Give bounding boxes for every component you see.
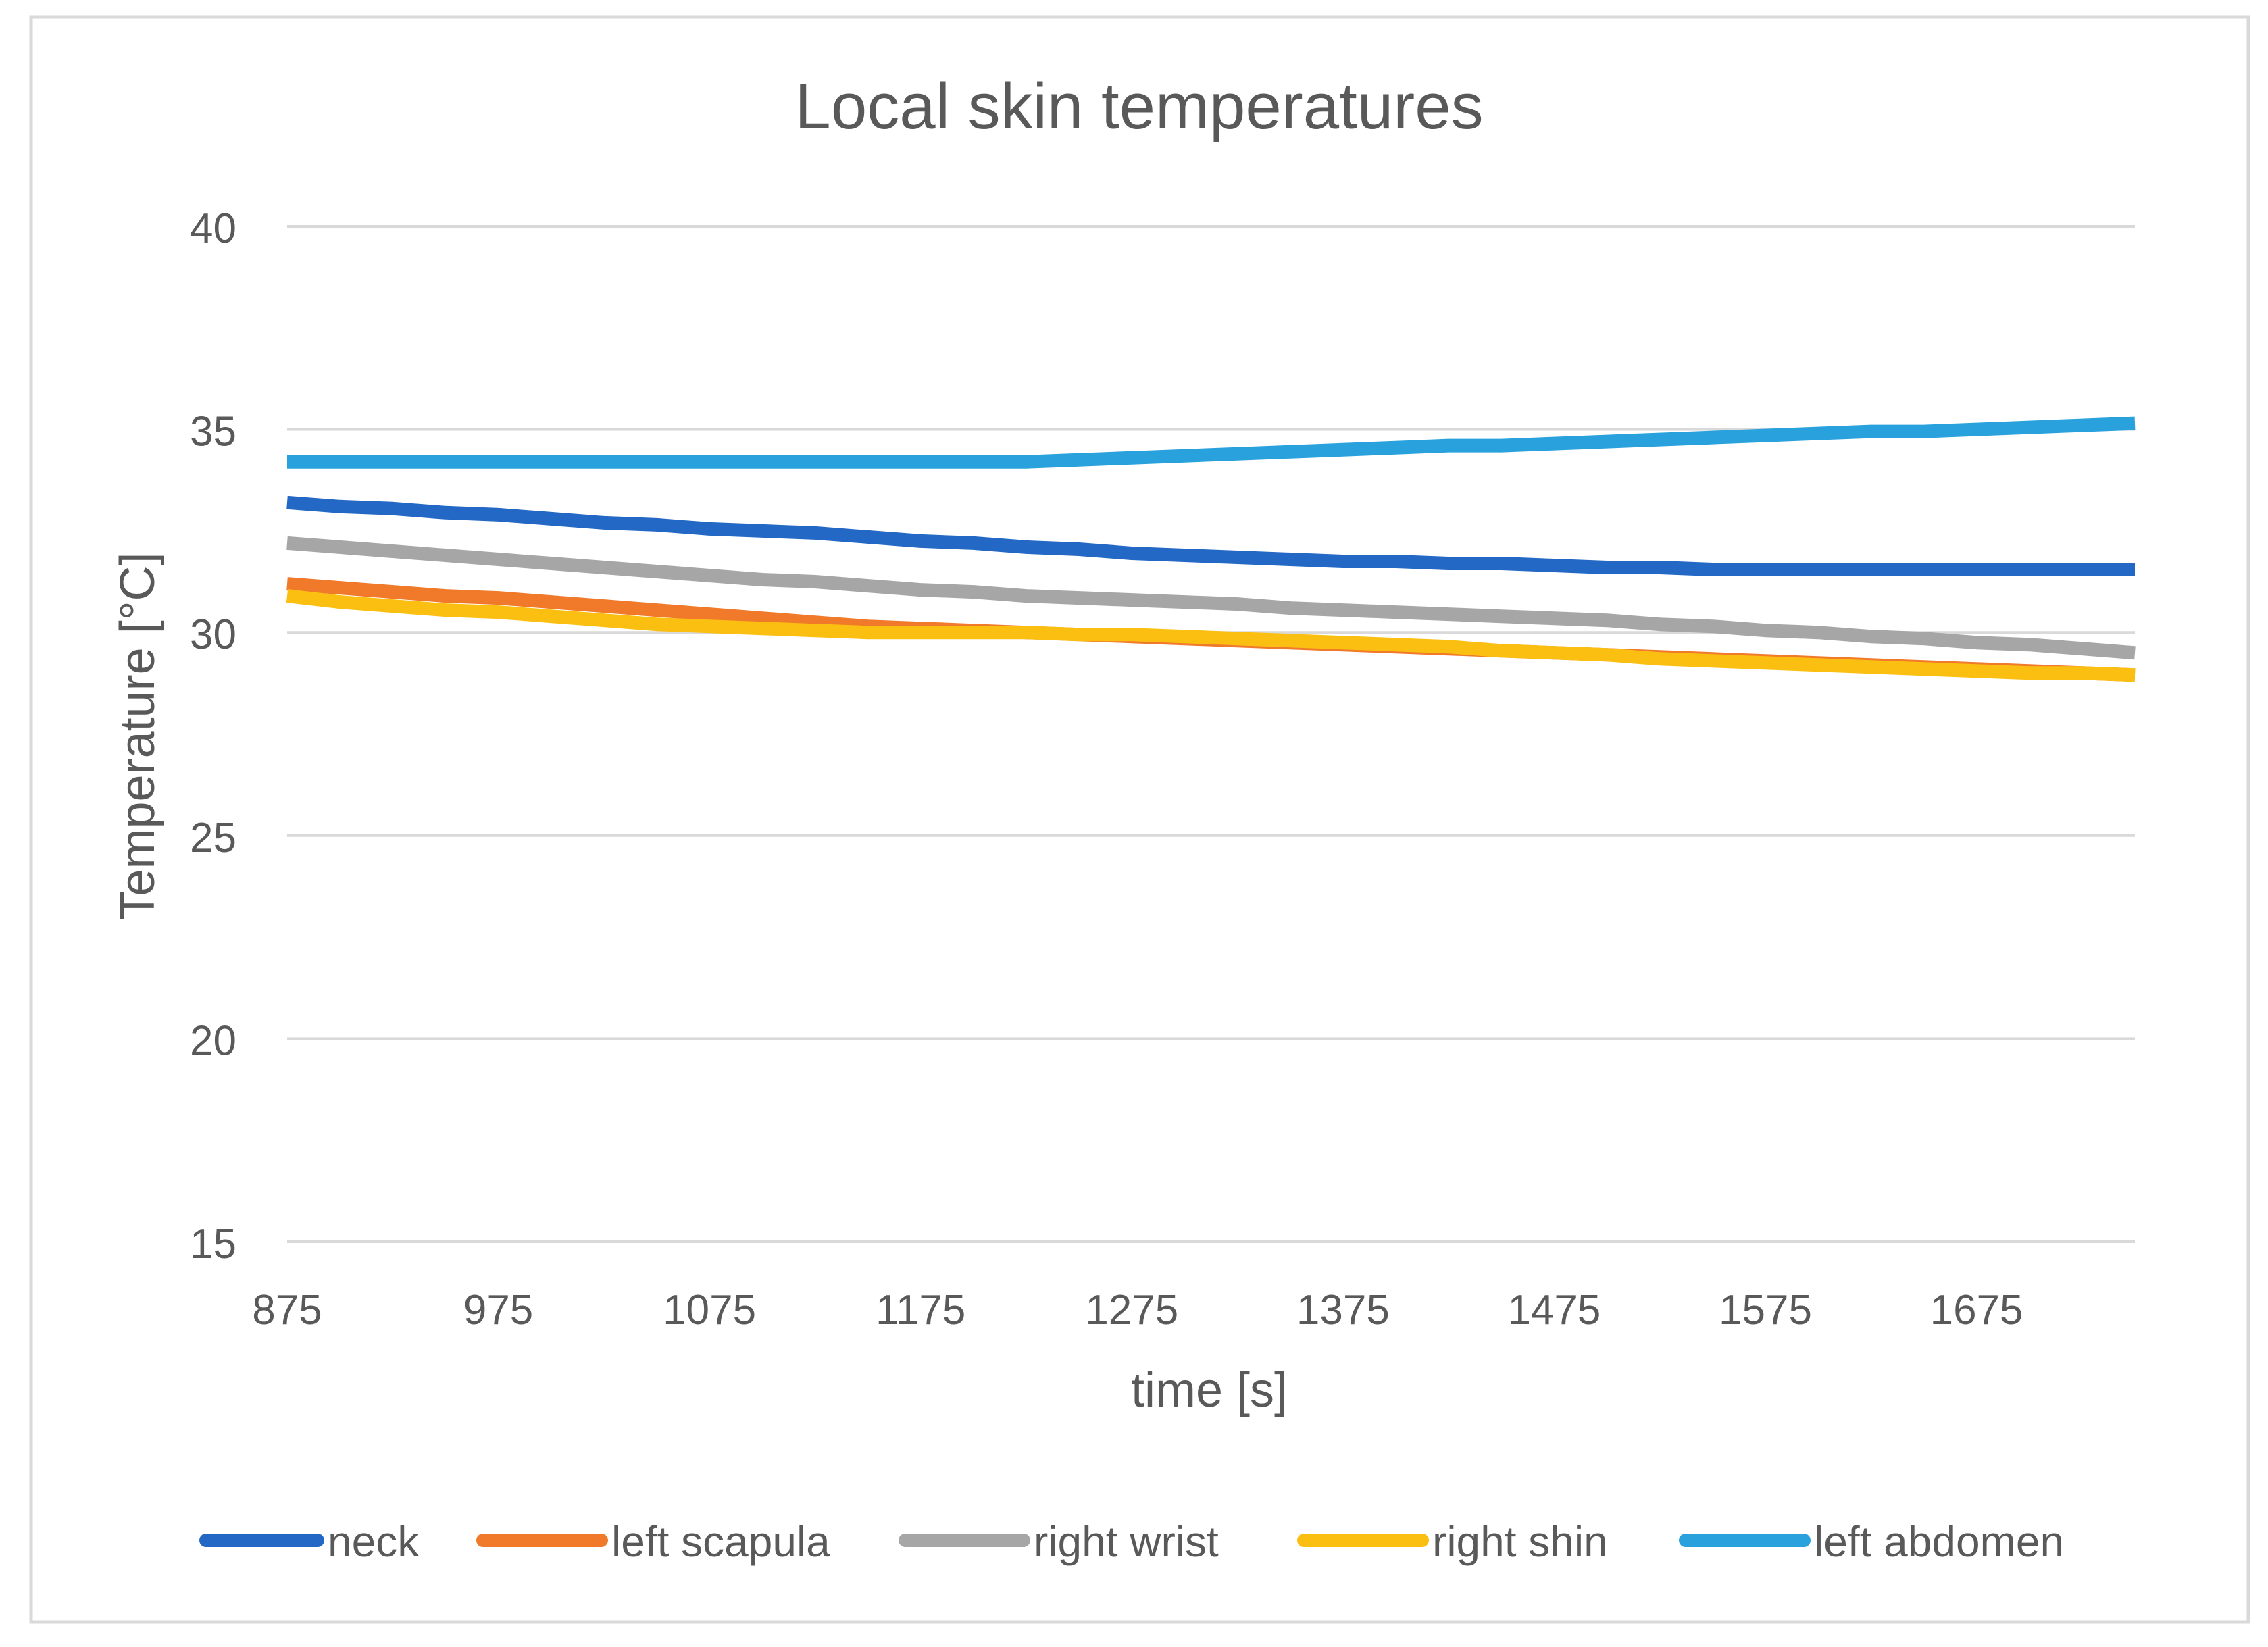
x-tick-label: 1675 — [1930, 1287, 2023, 1334]
legend: neck left scapula right wrist right shin lef… — [199, 1517, 2064, 1566]
legend-label: neck — [328, 1517, 420, 1566]
legend-item-left-abdomen: left abdomen — [1679, 1517, 2064, 1566]
legend-item-left-scapula: left scapula — [476, 1517, 830, 1566]
y-tick-label: 20 — [190, 1017, 236, 1064]
x-tick-label: 875 — [252, 1287, 322, 1334]
series-line-left-abdomen — [287, 416, 2136, 469]
legend-item-neck: neck — [199, 1517, 420, 1566]
x-tick-label: 1075 — [663, 1287, 756, 1334]
x-tick-label: 1175 — [876, 1287, 965, 1334]
x-axis-ticks: 875 975 1075 1175 1275 1375 1475 1575 1675 — [252, 1287, 2023, 1334]
x-tick-label: 1575 — [1719, 1287, 1812, 1334]
legend-label: right wrist — [1034, 1517, 1219, 1566]
chart-title: Local skin temperatures — [795, 70, 1483, 143]
x-tick-label: 1475 — [1507, 1287, 1601, 1334]
x-tick-label: 975 — [463, 1287, 533, 1334]
series-line-right-wrist — [286, 536, 2136, 660]
x-tick-label: 1375 — [1296, 1287, 1390, 1334]
legend-label: left abdomen — [1814, 1517, 2064, 1566]
legend-item-right-shin: right shin — [1297, 1517, 1608, 1566]
x-tick-label: 1275 — [1085, 1287, 1178, 1334]
y-axis-label: Temperature [°C] — [111, 553, 165, 921]
chart-border — [29, 15, 2250, 1624]
y-tick-label: 25 — [190, 815, 236, 861]
legend-item-right-wrist: right wrist — [899, 1517, 1219, 1566]
y-tick-label: 35 — [190, 409, 236, 455]
gridlines — [287, 225, 2135, 1243]
y-tick-label: 15 — [190, 1221, 236, 1267]
y-tick-label: 40 — [190, 205, 236, 252]
series-lines — [286, 416, 2136, 682]
legend-label: right shin — [1432, 1517, 1608, 1566]
series-line-right-shin — [286, 589, 2136, 682]
y-axis-ticks: 15 20 25 30 35 40 — [190, 205, 236, 1267]
x-axis-label: time [s] — [1131, 1363, 1288, 1417]
legend-label: left scapula — [611, 1517, 830, 1566]
series-line-neck — [286, 495, 2135, 576]
y-tick-label: 30 — [190, 611, 236, 658]
